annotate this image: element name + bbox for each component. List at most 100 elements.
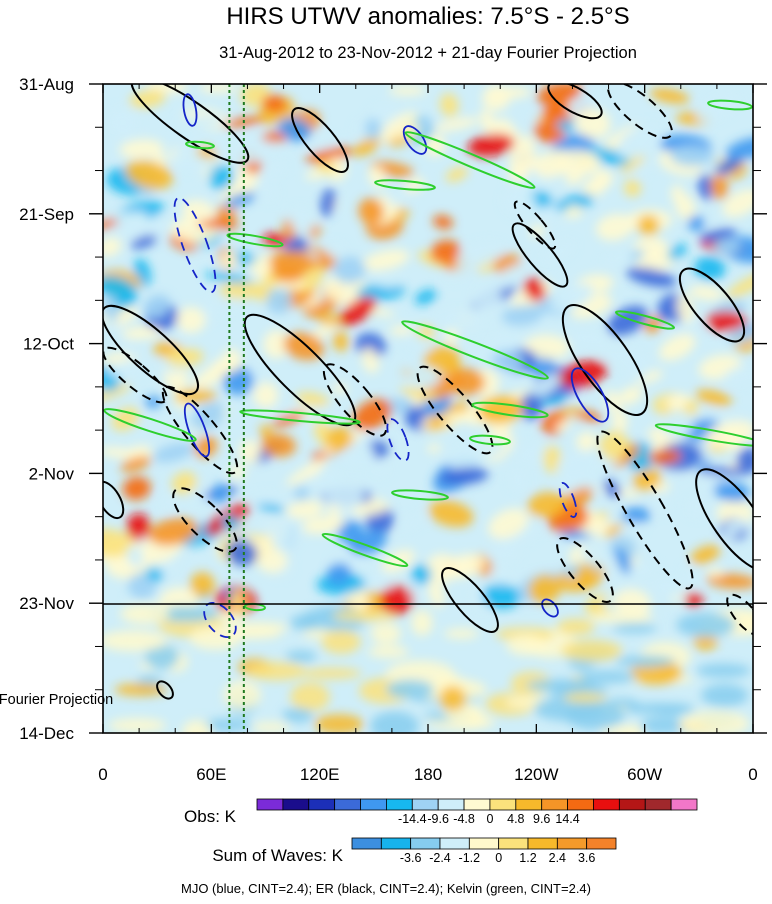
anomaly-patch xyxy=(292,486,310,503)
colorbar-swatch xyxy=(334,798,361,811)
anomaly-patch xyxy=(611,410,628,432)
anomaly-patch xyxy=(601,249,636,266)
anomaly-patch xyxy=(145,567,164,582)
anomaly-patch xyxy=(684,591,703,607)
anomaly-patch xyxy=(658,333,696,361)
anomaly-patch xyxy=(364,118,382,141)
anomaly-patch xyxy=(387,186,412,206)
anomaly-patch xyxy=(710,173,729,200)
anomaly-patch xyxy=(411,564,432,585)
anomaly-patch xyxy=(414,289,437,305)
anomaly-patch xyxy=(126,545,144,568)
er-contour xyxy=(291,107,349,173)
projection-patch xyxy=(701,683,749,707)
colorbar-tick-label: 0 xyxy=(486,812,493,826)
anomaly-patch xyxy=(528,574,561,604)
colorbar-swatch xyxy=(411,798,439,811)
anomaly-patch xyxy=(722,364,753,386)
anomaly-patch xyxy=(630,159,657,176)
anomaly-patch xyxy=(428,500,474,528)
anomaly-patch xyxy=(223,192,256,208)
anomaly-patch xyxy=(261,131,287,143)
anomaly-patch xyxy=(550,283,594,312)
anomaly-patch xyxy=(263,329,290,359)
colorbar-swatch xyxy=(515,798,543,811)
anomaly-patch xyxy=(433,117,479,132)
anomaly-patch xyxy=(427,443,441,453)
x-tick-label: 60W xyxy=(627,765,662,784)
projection-patch xyxy=(556,618,595,636)
projection-patch xyxy=(386,679,435,699)
anomaly-patch xyxy=(290,207,315,235)
anomaly-patch xyxy=(256,548,288,574)
anomaly-patch xyxy=(333,256,366,284)
projection-patch xyxy=(411,609,433,636)
anomaly-patch xyxy=(698,173,714,200)
anomaly-patch xyxy=(326,243,346,256)
anomaly-patch xyxy=(352,398,392,431)
colorbar-tick-label: 14.4 xyxy=(555,812,579,826)
anomaly-patch xyxy=(262,94,287,113)
colorbar-swatch xyxy=(586,837,617,850)
anomaly-patch xyxy=(727,326,753,344)
anomaly-patch xyxy=(697,214,732,227)
anomaly-patch xyxy=(225,539,258,566)
colorbar-swatch xyxy=(360,798,387,811)
anomaly-patch xyxy=(439,467,489,485)
projection-patch xyxy=(314,714,364,733)
anomaly-patch xyxy=(456,242,504,269)
anomaly-patch xyxy=(648,449,682,465)
anomaly-patch xyxy=(428,578,445,608)
anomaly-patch xyxy=(119,139,164,159)
anomaly-patch xyxy=(554,420,571,431)
legend-footer: MJO (blue, CINT=2.4); ER (black, CINT=2.… xyxy=(181,881,591,896)
anomaly-patch xyxy=(690,545,721,565)
plot-area xyxy=(103,84,753,733)
anomaly-patch xyxy=(103,295,120,322)
mjo-contour xyxy=(182,93,198,127)
anomaly-patch xyxy=(595,213,634,241)
anomaly-patch xyxy=(326,426,352,450)
projection-patch xyxy=(251,721,290,733)
colorbar-tick-label: 0 xyxy=(495,851,502,865)
anomaly-patch xyxy=(682,565,700,591)
anomaly-patch xyxy=(726,270,753,299)
anomaly-patch xyxy=(493,264,528,290)
colorbar-swatch xyxy=(463,798,491,811)
projection-patch xyxy=(696,663,751,678)
y-tick-label: 31-Aug xyxy=(19,75,74,94)
x-tick-label: 60E xyxy=(196,765,226,784)
er-contour xyxy=(441,567,499,633)
anomaly-patch xyxy=(406,365,441,391)
colorbar-tick-label: -14.4 xyxy=(398,812,427,826)
anomaly-patch xyxy=(112,211,147,237)
colorbar-tick-label: -4.8 xyxy=(453,812,475,826)
projection-patch xyxy=(443,628,479,639)
er-contour xyxy=(695,468,753,572)
anomaly-patch xyxy=(361,347,379,374)
anomaly-patch xyxy=(605,389,620,415)
anomaly-patch xyxy=(667,244,687,260)
anomaly-patch xyxy=(490,542,519,562)
y-tick-label: 21-Sep xyxy=(19,205,74,224)
x-tick-label: 0 xyxy=(98,765,107,784)
anomaly-patch xyxy=(324,482,365,509)
anomaly-patch xyxy=(582,177,608,197)
anomaly-patch xyxy=(359,571,395,589)
anomaly-patch xyxy=(396,511,428,534)
anomaly-patch xyxy=(266,286,292,315)
projection-patch xyxy=(640,716,687,733)
anomaly-patch xyxy=(414,325,436,340)
projection-patch xyxy=(201,718,252,732)
colorbar-swatch xyxy=(308,798,336,811)
anomaly-patch xyxy=(143,294,171,319)
colorbar-tick-label: -3.6 xyxy=(400,851,422,865)
anomaly-patch xyxy=(257,185,277,202)
er-contour xyxy=(678,267,746,343)
anomaly-patch xyxy=(204,272,252,284)
kelvin-contour xyxy=(404,131,536,189)
anomaly-patch xyxy=(122,326,162,340)
kelvin-contour xyxy=(374,179,436,191)
x-tick-label: 120W xyxy=(514,765,558,784)
colorbar-swatch xyxy=(386,798,413,811)
